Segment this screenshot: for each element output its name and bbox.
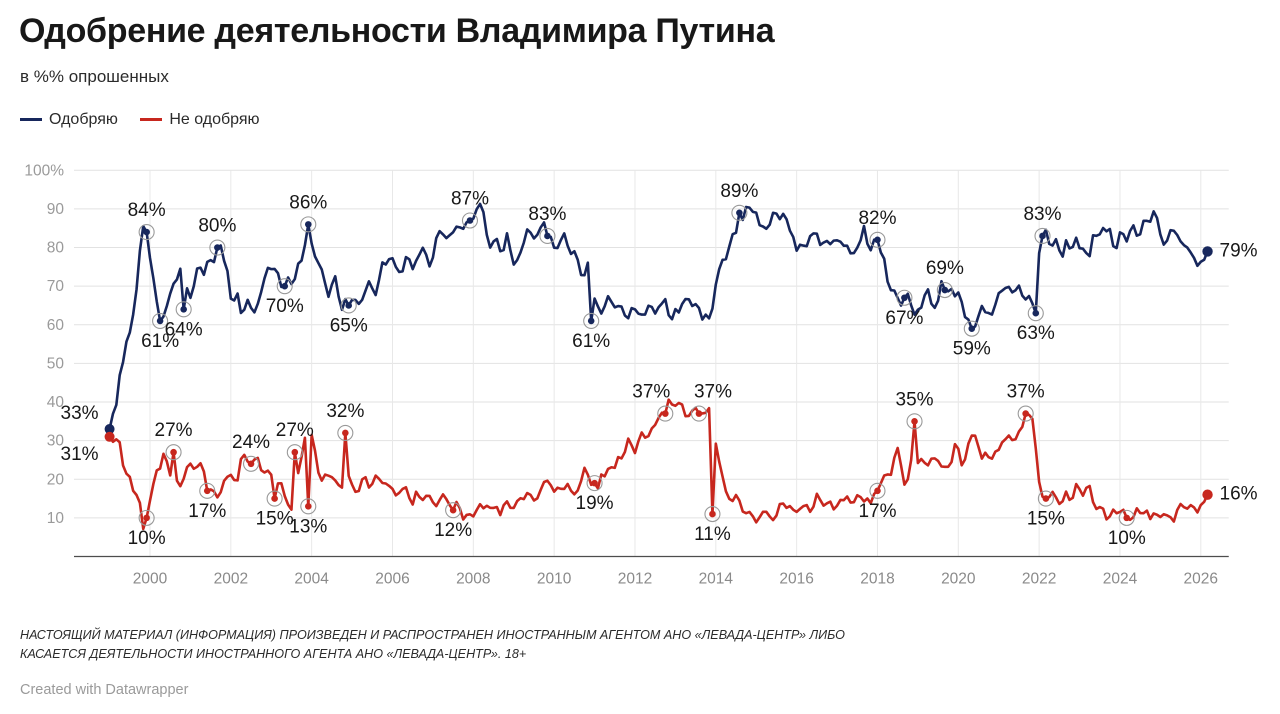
svg-text:86%: 86% xyxy=(289,192,327,213)
svg-text:2012: 2012 xyxy=(618,571,652,588)
svg-text:90: 90 xyxy=(47,201,65,218)
svg-text:32%: 32% xyxy=(326,401,364,422)
svg-text:17%: 17% xyxy=(188,501,226,522)
svg-text:15%: 15% xyxy=(256,509,294,530)
svg-text:17%: 17% xyxy=(858,501,896,522)
svg-text:61%: 61% xyxy=(572,331,610,352)
svg-text:2008: 2008 xyxy=(456,571,490,588)
svg-text:2010: 2010 xyxy=(537,571,572,588)
svg-text:69%: 69% xyxy=(926,258,964,279)
svg-text:84%: 84% xyxy=(128,200,166,221)
svg-text:82%: 82% xyxy=(858,208,896,229)
svg-text:63%: 63% xyxy=(1017,323,1055,344)
svg-text:2002: 2002 xyxy=(214,571,248,588)
svg-text:83%: 83% xyxy=(1023,204,1061,225)
svg-text:10%: 10% xyxy=(128,528,166,549)
svg-text:20: 20 xyxy=(47,471,65,488)
svg-text:10: 10 xyxy=(47,510,65,527)
svg-text:100%: 100% xyxy=(24,162,64,179)
svg-text:27%: 27% xyxy=(155,420,193,441)
svg-text:31%: 31% xyxy=(61,444,99,465)
svg-text:87%: 87% xyxy=(451,189,489,210)
svg-text:89%: 89% xyxy=(720,181,758,202)
svg-text:37%: 37% xyxy=(694,382,732,403)
svg-text:83%: 83% xyxy=(528,204,566,225)
svg-text:60: 60 xyxy=(47,317,65,334)
svg-text:67%: 67% xyxy=(885,308,923,329)
svg-text:27%: 27% xyxy=(276,420,314,441)
svg-text:16%: 16% xyxy=(1220,484,1258,505)
svg-text:2020: 2020 xyxy=(941,571,976,588)
svg-text:2026: 2026 xyxy=(1184,571,1218,588)
svg-text:11%: 11% xyxy=(694,524,731,545)
svg-text:37%: 37% xyxy=(1007,382,1045,403)
svg-text:80%: 80% xyxy=(198,216,236,237)
svg-text:80: 80 xyxy=(47,240,65,257)
svg-text:2000: 2000 xyxy=(133,571,168,588)
svg-text:59%: 59% xyxy=(953,339,991,360)
svg-text:37%: 37% xyxy=(632,382,670,403)
svg-text:70%: 70% xyxy=(266,296,304,317)
svg-text:2018: 2018 xyxy=(860,571,894,588)
svg-text:70: 70 xyxy=(47,278,65,295)
svg-text:33%: 33% xyxy=(61,403,99,424)
svg-text:50: 50 xyxy=(47,355,65,372)
svg-text:10%: 10% xyxy=(1108,528,1146,549)
svg-text:35%: 35% xyxy=(896,389,934,410)
svg-text:13%: 13% xyxy=(289,516,327,537)
svg-text:64%: 64% xyxy=(165,319,203,340)
svg-text:2006: 2006 xyxy=(375,571,409,588)
svg-text:2014: 2014 xyxy=(699,571,734,588)
svg-text:65%: 65% xyxy=(330,315,368,336)
svg-text:2004: 2004 xyxy=(294,571,329,588)
svg-text:15%: 15% xyxy=(1027,509,1065,530)
svg-text:79%: 79% xyxy=(1220,240,1258,261)
svg-text:24%: 24% xyxy=(232,432,270,453)
svg-text:2024: 2024 xyxy=(1103,571,1138,588)
svg-text:19%: 19% xyxy=(576,493,614,514)
svg-text:2016: 2016 xyxy=(779,571,813,588)
svg-text:12%: 12% xyxy=(434,520,472,541)
svg-text:2022: 2022 xyxy=(1022,571,1056,588)
